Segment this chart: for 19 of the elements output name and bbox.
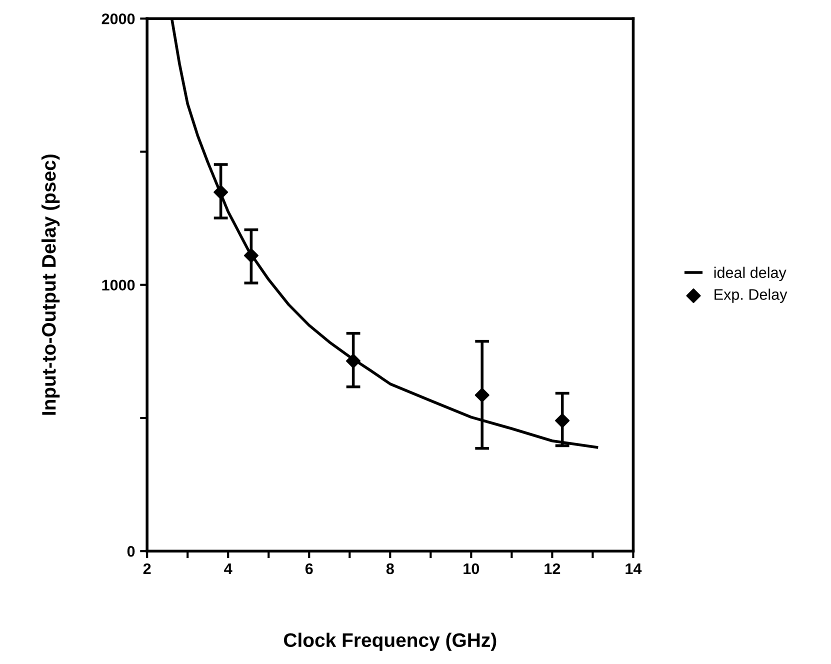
x-axis-title: Clock Frequency (GHz) (284, 632, 496, 651)
point (555, 413, 570, 428)
point (346, 354, 361, 368)
y-tick-label: 0 (127, 546, 135, 557)
x-tick-label: 8 (386, 563, 394, 574)
x-tick-label: 6 (305, 563, 313, 574)
legend-label: ideal delay (714, 266, 786, 282)
y-axis-title: Input-to-Output Delay (psec) (42, 154, 60, 415)
legend-label: Exp. Delay (714, 288, 788, 303)
point (244, 248, 258, 263)
point (474, 388, 490, 402)
x-tick-label: 2 (143, 563, 151, 574)
x-tick-label: 10 (464, 563, 480, 574)
x-tick-label: 12 (544, 563, 560, 574)
y-tick-label: 2000 (102, 13, 135, 24)
x-tick-label: 4 (224, 563, 232, 574)
point (214, 184, 228, 200)
y-tick-label: 1000 (102, 280, 135, 291)
x-tick-label: 14 (626, 563, 642, 574)
